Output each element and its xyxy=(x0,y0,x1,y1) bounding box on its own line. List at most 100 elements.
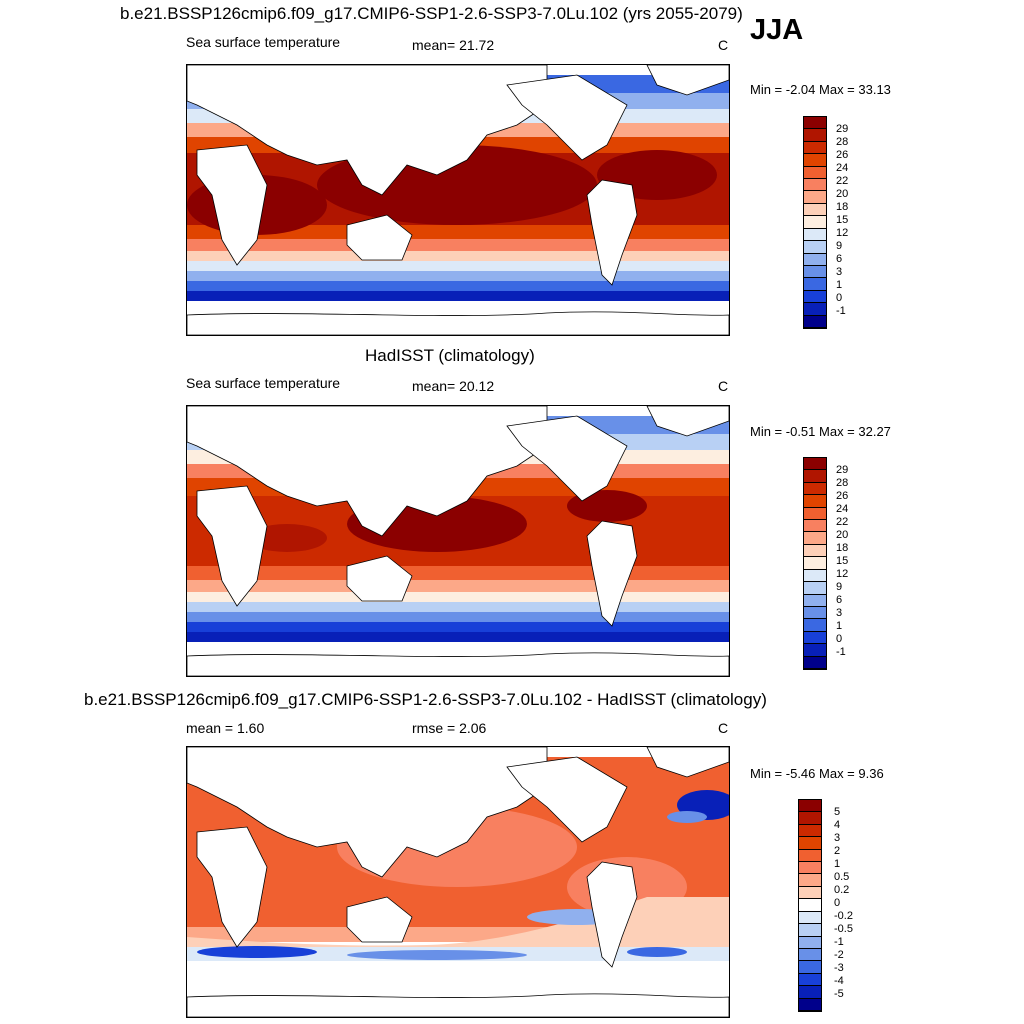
panel2-cb-label: 22 xyxy=(836,516,849,528)
panel2-colorbar-swatch xyxy=(804,507,826,521)
panel2-map xyxy=(186,405,730,677)
panel3-colorbar-swatch xyxy=(799,911,821,925)
panel1-title: b.e21.BSSP126cmip6.f09_g17.CMIP6-SSP1-2.… xyxy=(120,4,743,23)
panel2-minmax: Min = -0.51 Max = 32.27 xyxy=(750,424,891,439)
panel1-colorbar-swatch xyxy=(804,166,826,180)
panel2-colorbar-swatch xyxy=(804,594,826,607)
panel3-colorbar-swatch xyxy=(799,948,821,962)
panel3-colorbar-swatch xyxy=(799,973,821,987)
panel2-cb-label: 12 xyxy=(836,568,849,580)
panel2-colorbar-swatch xyxy=(804,656,826,669)
panel3-cb-label: -5 xyxy=(834,988,844,1000)
panel3-colorbar-swatch xyxy=(799,874,821,887)
panel2-colorbar-swatch xyxy=(804,532,826,545)
panel3-cb-label: -4 xyxy=(834,975,844,987)
panel1-colorbar-swatch xyxy=(804,228,826,242)
panel3-colorbar-swatch xyxy=(799,812,821,825)
panel3-colorbar-swatch xyxy=(799,899,821,912)
panel2-cb-label: 15 xyxy=(836,555,849,567)
panel1-colorbar-swatch xyxy=(804,179,826,192)
panel3-cb-label: 5 xyxy=(834,806,841,818)
panel2-cb-label: 29 xyxy=(836,464,849,476)
panel1-colorbar-swatch xyxy=(804,278,826,291)
panel1-colorbar-swatch xyxy=(804,216,826,229)
panel2-cb-label: 1 xyxy=(836,620,843,632)
panel2-cb-label: -1 xyxy=(836,646,846,658)
panel2-cb-label: 18 xyxy=(836,542,849,554)
panel2-colorbar-swatch xyxy=(804,606,826,620)
panel2-colorbar-swatch xyxy=(804,644,826,657)
panel1-left-label: Sea surface temperature xyxy=(186,34,341,50)
panel1-colorbar-swatch xyxy=(804,265,826,279)
panel3-map xyxy=(186,746,730,1018)
panel2-left-label: Sea surface temperature xyxy=(186,375,341,391)
panel3-colorbar-swatch xyxy=(799,800,821,813)
panel2-cb-label: 20 xyxy=(836,529,849,541)
panel1-colorbar-swatch xyxy=(804,203,826,217)
panel1-colorbar-swatch xyxy=(804,290,826,304)
panel3-colorbar-swatch xyxy=(799,837,821,850)
panel2-cb-label: 28 xyxy=(836,477,849,489)
panel3-colorbar-swatch xyxy=(799,924,821,937)
panel3-mean: mean = 1.60 xyxy=(186,720,265,736)
panel1-cb-label: 3 xyxy=(836,266,843,278)
panel2-colorbar-swatch xyxy=(804,544,826,558)
panel2-cb-label: 26 xyxy=(836,490,849,502)
panel2-colorbar-swatch xyxy=(804,482,826,496)
panel3-cb-label: 1 xyxy=(834,858,841,870)
panel1-cb-label: 29 xyxy=(836,123,849,135)
panel3-colorbar-swatch xyxy=(799,936,821,949)
panel3-colorbar-swatch xyxy=(799,986,821,999)
panel3-cb-label: 0 xyxy=(834,897,841,909)
panel3-colorbar-swatch xyxy=(799,961,821,974)
panel1-colorbar-swatch xyxy=(804,154,826,167)
panel1-colorbar-swatch xyxy=(804,253,826,266)
panel2-title: HadISST (climatology) xyxy=(365,346,535,365)
panel2-cb-label: 9 xyxy=(836,581,843,593)
panel1-colorbar-swatch xyxy=(804,315,826,328)
panel3-cb-label: -1 xyxy=(834,936,844,948)
panel2-colorbar xyxy=(803,457,827,670)
panel2-colorbar-swatch xyxy=(804,557,826,570)
panel1-cb-label: 0 xyxy=(836,292,843,304)
panel2-colorbar-swatch xyxy=(804,458,826,471)
panel1-mean: mean= 21.72 xyxy=(412,37,495,53)
panel1-cb-label: 9 xyxy=(836,240,843,252)
panel2-colorbar-swatch xyxy=(804,569,826,583)
panel3-colorbar-swatch xyxy=(799,886,821,900)
panel2-cb-label: 3 xyxy=(836,607,843,619)
panel2-colorbar-swatch xyxy=(804,631,826,645)
panel2-cb-label: 24 xyxy=(836,503,849,515)
panel1-colorbar xyxy=(803,116,827,329)
panel3-colorbar-swatch xyxy=(799,862,821,875)
panel2-units: C xyxy=(718,378,729,394)
panel1-units: C xyxy=(718,37,729,53)
panel1-colorbar-swatch xyxy=(804,303,826,316)
panel2-mean: mean= 20.12 xyxy=(412,378,495,394)
panel3-colorbar-swatch xyxy=(799,998,821,1011)
panel2-colorbar-swatch xyxy=(804,470,826,483)
panel1-cb-label: 6 xyxy=(836,253,843,265)
season-label: JJA xyxy=(750,14,804,46)
panel3-cb-label: 4 xyxy=(834,819,841,831)
panel2-colorbar-swatch xyxy=(804,619,826,632)
panel3-cb-label: 0.5 xyxy=(834,871,850,883)
panel1-map xyxy=(186,64,730,336)
panel1-cb-label: 18 xyxy=(836,201,849,213)
panel3-title: b.e21.BSSP126cmip6.f09_g17.CMIP6-SSP1-2.… xyxy=(84,690,767,709)
panel1-colorbar-swatch xyxy=(804,129,826,142)
panel3-cb-label: -0.2 xyxy=(834,910,853,922)
panel3-minmax: Min = -5.46 Max = 9.36 xyxy=(750,766,884,781)
panel3-units: C xyxy=(718,720,729,736)
panel1-cb-label: 1 xyxy=(836,279,843,291)
panel1-cb-label: 20 xyxy=(836,188,849,200)
panel3-cb-label: -0.5 xyxy=(834,923,853,935)
panel3-cb-label: 0.2 xyxy=(834,884,850,896)
panel1-colorbar-swatch xyxy=(804,117,826,130)
panel1-cb-label: 26 xyxy=(836,149,849,161)
panel1-colorbar-swatch xyxy=(804,241,826,254)
panel3-colorbar-swatch xyxy=(799,849,821,863)
panel3-colorbar-swatch xyxy=(799,824,821,838)
panel1-sst-map xyxy=(187,65,729,335)
panel1-cb-label: 24 xyxy=(836,162,849,174)
